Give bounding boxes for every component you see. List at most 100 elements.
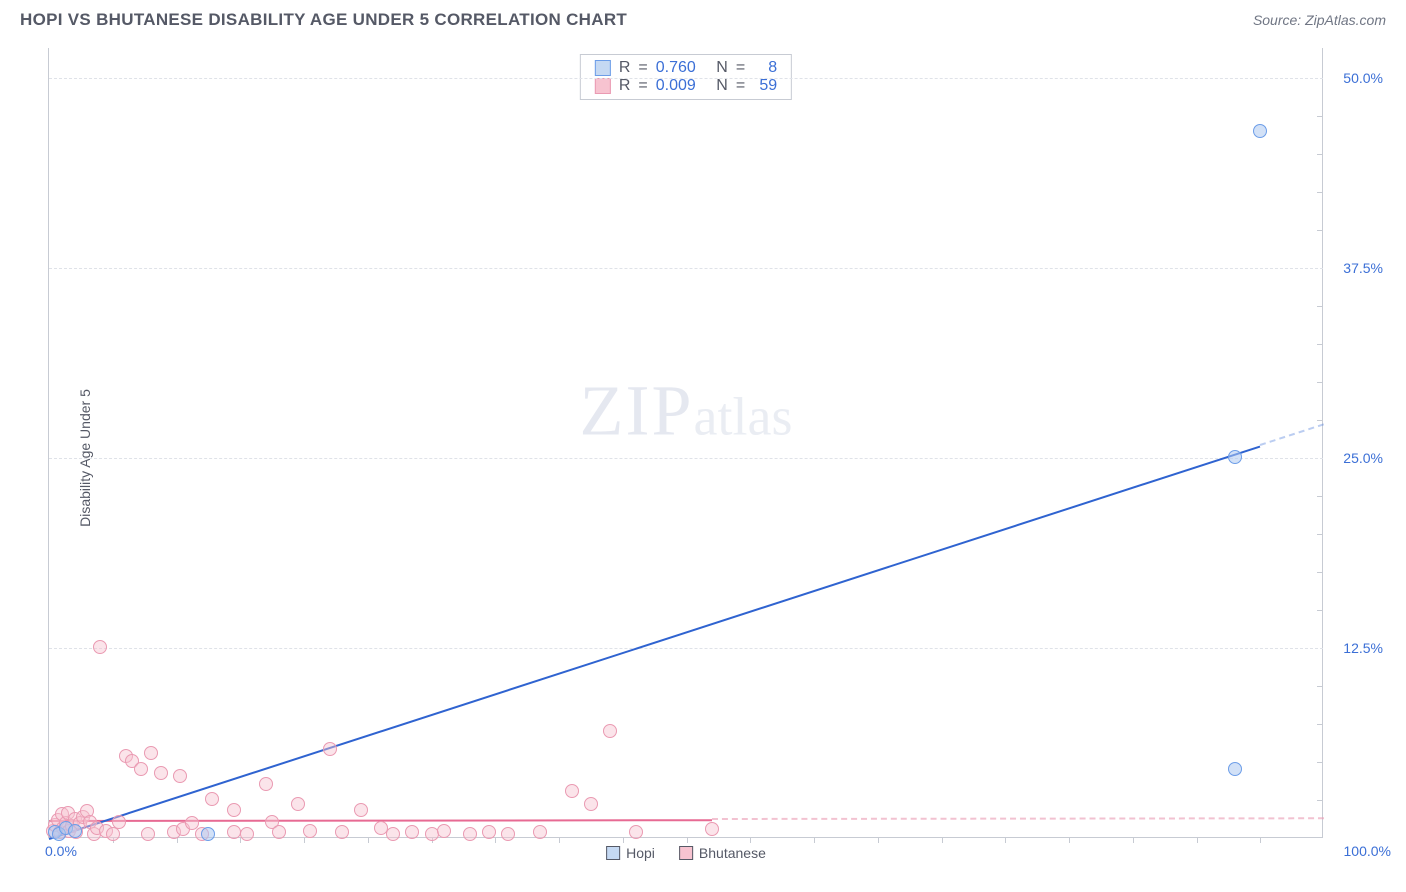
scatter-point-bhutanese (386, 827, 400, 841)
watermark: ZIPatlas (580, 369, 793, 452)
x-tick-mark (1197, 837, 1198, 843)
scatter-point-bhutanese (584, 797, 598, 811)
x-tick-mark (814, 837, 815, 843)
equals-sign: = (638, 77, 647, 95)
legend-label-hopi: Hopi (626, 845, 655, 861)
y-tick-label: 50.0% (1343, 70, 1383, 86)
y-tick-mark (1317, 610, 1323, 611)
scatter-point-bhutanese (303, 824, 317, 838)
source-prefix: Source: (1253, 12, 1305, 28)
y-tick-label: 12.5% (1343, 640, 1383, 656)
r-value-pink: 0.009 (656, 77, 696, 95)
legend-swatch-blue-icon (606, 846, 620, 860)
scatter-point-bhutanese (106, 827, 120, 841)
scatter-point-bhutanese (482, 825, 496, 839)
gridline (49, 648, 1323, 649)
legend-swatch-pink-icon (679, 846, 693, 860)
scatter-point-bhutanese (501, 827, 515, 841)
y-tick-mark (1317, 800, 1323, 801)
scatter-point-bhutanese (603, 724, 617, 738)
y-tick-mark (1317, 306, 1323, 307)
scatter-point-bhutanese (134, 762, 148, 776)
swatch-pink-icon (595, 78, 611, 94)
scatter-point-bhutanese (705, 822, 719, 836)
legend-item-hopi: Hopi (606, 845, 655, 861)
x-tick-mark (368, 837, 369, 843)
correlation-stats-box: R = 0.760 N = 8 R = 0.009 N = 59 (580, 54, 792, 100)
legend-label-bhutanese: Bhutanese (699, 845, 766, 861)
x-tick-mark (687, 837, 688, 843)
plot-area-wrap: Disability Age Under 5 ZIPatlas R = 0.76… (48, 48, 1388, 868)
scatter-point-bhutanese (629, 825, 643, 839)
scatter-point-hopi (1228, 762, 1242, 776)
y-tick-mark (1317, 192, 1323, 193)
x-axis-min-label: 0.0% (45, 843, 77, 859)
x-tick-mark (878, 837, 879, 843)
y-tick-mark (1317, 762, 1323, 763)
y-tick-label: 25.0% (1343, 450, 1383, 466)
y-tick-mark (1317, 344, 1323, 345)
x-tick-mark (559, 837, 560, 843)
scatter-point-hopi (1253, 124, 1267, 138)
watermark-atlas: atlas (694, 386, 793, 446)
equals-sign: = (736, 77, 745, 95)
scatter-point-bhutanese (533, 825, 547, 839)
scatter-point-bhutanese (259, 777, 273, 791)
plot-surface: ZIPatlas R = 0.760 N = 8 R = 0.009 (48, 48, 1323, 838)
y-tick-mark (1317, 724, 1323, 725)
gridline (49, 458, 1323, 459)
scatter-point-bhutanese (354, 803, 368, 817)
r-label: R (619, 77, 631, 95)
swatch-blue-icon (595, 60, 611, 76)
x-tick-mark (1069, 837, 1070, 843)
y-tick-mark (1317, 534, 1323, 535)
scatter-point-bhutanese (272, 825, 286, 839)
legend-item-bhutanese: Bhutanese (679, 845, 766, 861)
scatter-point-bhutanese (437, 824, 451, 838)
x-tick-mark (495, 837, 496, 843)
r-label: R (619, 59, 631, 77)
y-tick-mark (1317, 230, 1323, 231)
scatter-point-bhutanese (291, 797, 305, 811)
trendline-blue (49, 445, 1261, 839)
scatter-point-bhutanese (93, 640, 107, 654)
scatter-point-bhutanese (565, 784, 579, 798)
scatter-point-bhutanese (144, 746, 158, 760)
watermark-zip: ZIP (580, 370, 694, 450)
scatter-point-bhutanese (205, 792, 219, 806)
n-value-pink: 59 (753, 77, 777, 95)
right-axis-line (1322, 48, 1323, 837)
y-tick-mark (1317, 496, 1323, 497)
y-tick-mark (1317, 686, 1323, 687)
x-tick-mark (623, 837, 624, 843)
gridline (49, 268, 1323, 269)
y-tick-mark (1317, 116, 1323, 117)
equals-sign: = (736, 59, 745, 77)
x-tick-mark (304, 837, 305, 843)
x-tick-mark (1005, 837, 1006, 843)
scatter-point-hopi (1228, 450, 1242, 464)
r-value-blue: 0.760 (656, 59, 696, 77)
n-value-blue: 8 (753, 59, 777, 77)
stats-row-blue: R = 0.760 N = 8 (595, 59, 777, 77)
scatter-point-bhutanese (463, 827, 477, 841)
scatter-point-bhutanese (405, 825, 419, 839)
scatter-point-bhutanese (154, 766, 168, 780)
scatter-point-bhutanese (335, 825, 349, 839)
chart-title: HOPI VS BHUTANESE DISABILITY AGE UNDER 5… (20, 10, 627, 30)
source-name: ZipAtlas.com (1305, 12, 1386, 28)
x-tick-mark (942, 837, 943, 843)
x-tick-mark (750, 837, 751, 843)
source-attribution: Source: ZipAtlas.com (1253, 12, 1386, 28)
scatter-point-bhutanese (240, 827, 254, 841)
scatter-point-hopi (201, 827, 215, 841)
scatter-point-hopi (68, 824, 82, 838)
chart-header: HOPI VS BHUTANESE DISABILITY AGE UNDER 5… (0, 0, 1406, 35)
x-axis-max-label: 100.0% (1344, 843, 1391, 859)
stats-row-pink: R = 0.009 N = 59 (595, 77, 777, 95)
trendline-pink-dashed (712, 817, 1324, 820)
scatter-point-bhutanese (227, 803, 241, 817)
n-label: N (716, 77, 728, 95)
trendline-blue-dashed (1260, 424, 1324, 447)
series-legend: Hopi Bhutanese (606, 845, 766, 861)
